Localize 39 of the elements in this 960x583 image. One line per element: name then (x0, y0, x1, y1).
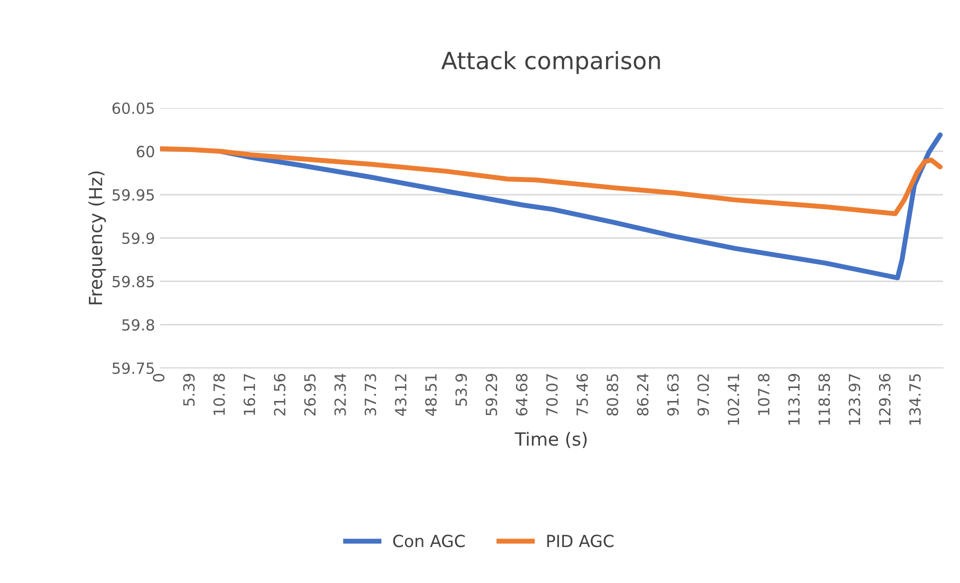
x-tick-label: 32.34 (334, 374, 346, 416)
y-tick-label: 60 (136, 146, 154, 158)
x-tick-label: 107.8 (758, 374, 770, 415)
y-tick-label: 59.9 (122, 232, 154, 244)
x-tick-label: 86.24 (636, 374, 648, 416)
y-tick-label: 59.75 (112, 362, 154, 374)
x-tick-label: 59.29 (486, 374, 498, 416)
x-tick-label: 48.51 (425, 374, 437, 416)
chart-title: Attack comparison (441, 51, 660, 74)
x-tick-label: 10.78 (213, 374, 225, 415)
x-tick-label: 21.56 (274, 374, 286, 416)
legend-label: PID AGC (547, 534, 614, 548)
x-tick-label: 43.12 (394, 374, 406, 416)
line-series (160, 146, 943, 216)
x-tick-label: 16.17 (244, 374, 256, 415)
y-tick-label: 59.95 (112, 189, 154, 201)
x-tick-label: 118.58 (818, 374, 830, 425)
x-tick-label: 123.97 (848, 374, 860, 425)
x-tick-label: 53.9 (455, 374, 467, 406)
x-tick-label: 97.02 (697, 374, 709, 416)
x-tick-label: 5.39 (183, 374, 195, 406)
x-tick-label: 70.07 (546, 374, 558, 416)
x-tick-label: 91.63 (667, 374, 679, 416)
y-axis-title: Frequency (Hz) (88, 171, 106, 304)
x-tick-label: 113.19 (788, 374, 800, 425)
legend-label: Con AGC (393, 534, 465, 548)
x-tick-label: 26.95 (304, 374, 316, 416)
x-tick-label: 80.85 (606, 374, 618, 416)
y-tick-label: 60.05 (112, 102, 154, 114)
y-tick-label: 59.85 (112, 276, 154, 288)
x-tick-label: 129.36 (878, 374, 891, 425)
x-tick-label: 37.73 (364, 374, 376, 416)
x-tick-label: 75.46 (576, 374, 588, 416)
y-tick-label: 59.8 (122, 319, 154, 331)
x-tick-label: 0 (152, 374, 164, 382)
x-tick-label: 64.68 (516, 374, 528, 416)
x-axis-title: Time (s) (514, 432, 587, 448)
x-tick-label: 102.41 (728, 374, 740, 425)
x-tick-label: 134.75 (909, 374, 921, 425)
